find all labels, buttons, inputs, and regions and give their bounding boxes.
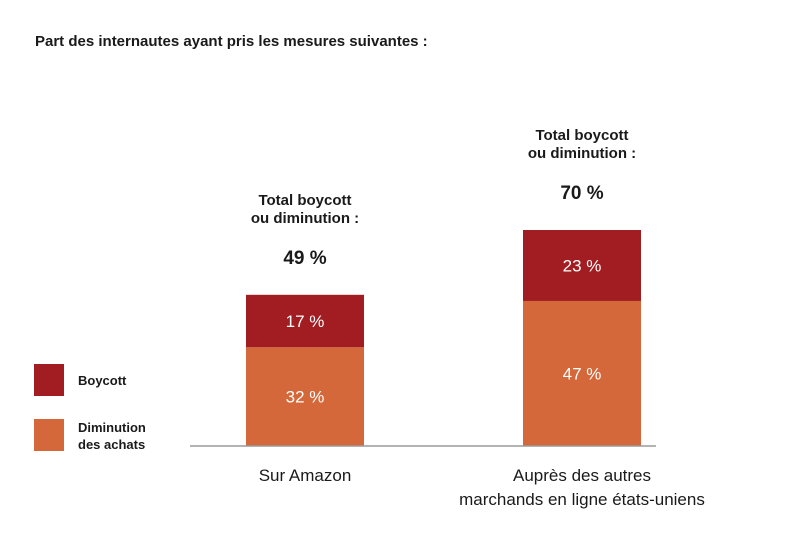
bar-diminution-2 xyxy=(523,300,641,446)
total-caption-1: Total boycott ou diminution : xyxy=(251,192,359,227)
chart-title: Part des internautes ayant pris les mesu… xyxy=(35,33,428,50)
data-label-diminution-1: 32 % xyxy=(286,388,325,407)
total-value-1: 49 % xyxy=(283,248,326,269)
bar-boycott-2 xyxy=(523,230,641,301)
data-label-boycott-2: 23 % xyxy=(563,256,602,275)
bar-boycott-1 xyxy=(246,294,364,348)
data-label-diminution-2: 47 % xyxy=(563,364,602,383)
bar-diminution-1 xyxy=(246,347,364,446)
legend-swatch xyxy=(34,364,64,396)
data-label-boycott-1: 17 % xyxy=(286,312,325,331)
legend-swatch xyxy=(34,419,64,451)
total-caption-2: Total boycott ou diminution : xyxy=(528,127,636,162)
x-tick-label-1: Sur Amazon xyxy=(259,466,352,485)
legend-label: Diminution des achats xyxy=(78,420,146,452)
legend-label: Boycott xyxy=(78,373,127,388)
total-value-2: 70 % xyxy=(560,183,603,204)
x-tick-label-2: Auprès des autres marchands en ligne état… xyxy=(459,466,705,509)
